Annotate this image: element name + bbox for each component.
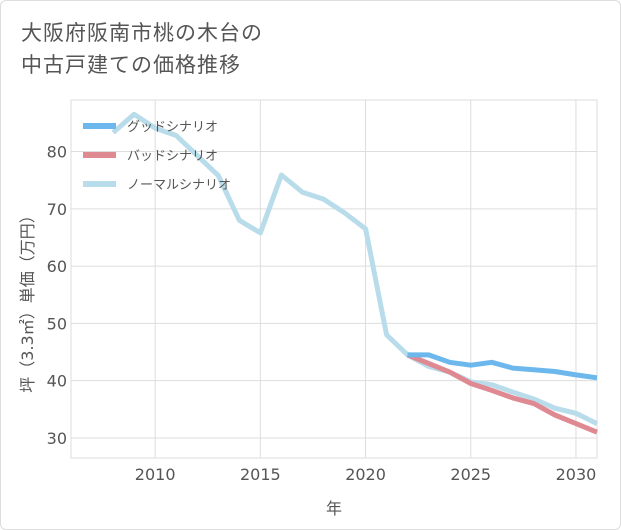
series-line-2 bbox=[406, 352, 598, 435]
series-lines bbox=[111, 111, 599, 435]
legend-label-1: グッドシナリオ bbox=[127, 120, 218, 135]
y-tick-label: 30 bbox=[47, 429, 67, 448]
x-tick-label: 2010 bbox=[135, 465, 176, 484]
y-tick-label: 40 bbox=[47, 372, 67, 391]
chart-title: 大阪府阪南市桃の木台の 中古戸建ての価格推移 bbox=[21, 17, 263, 81]
x-tick-label: 2020 bbox=[345, 465, 386, 484]
grid-lines bbox=[71, 100, 597, 458]
y-axis-label: 坪（3.3㎡）単価（万円） bbox=[18, 207, 37, 392]
tick-labels: 2010 2015 2020 2025 2030 30 40 50 60 70 80 bbox=[47, 143, 597, 484]
x-tick-label: 2015 bbox=[240, 465, 281, 484]
y-tick-label: 70 bbox=[47, 200, 67, 219]
legend-label-2: バッドシナリオ bbox=[127, 149, 218, 164]
y-tick-label: 50 bbox=[47, 314, 67, 333]
legend-label-3: ノーマルシナリオ bbox=[127, 178, 231, 193]
y-tick-label: 80 bbox=[47, 143, 67, 162]
title-line-1: 大阪府阪南市桃の木台の bbox=[21, 21, 263, 45]
x-tick-label: 2030 bbox=[556, 465, 597, 484]
y-tick-label: 60 bbox=[47, 257, 67, 276]
plot-area bbox=[70, 99, 598, 459]
series-line-1 bbox=[407, 352, 598, 381]
x-tick-label: 2025 bbox=[450, 465, 491, 484]
series-line-3 bbox=[111, 111, 599, 426]
x-axis-label: 年 bbox=[326, 499, 342, 518]
title-line-2: 中古戸建ての価格推移 bbox=[21, 53, 241, 77]
